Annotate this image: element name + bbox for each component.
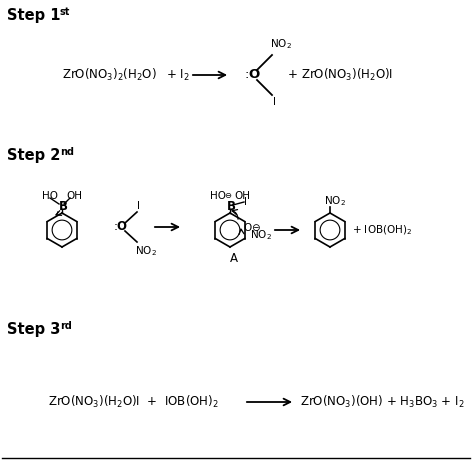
Text: + IOB(OH)$_2$: + IOB(OH)$_2$ — [352, 223, 412, 237]
Text: OH: OH — [66, 191, 82, 201]
Text: + I$_2$: + I$_2$ — [166, 68, 190, 83]
Text: $\ominus$: $\ominus$ — [224, 190, 232, 199]
Text: ZrO(NO$_3$)(H$_2$O)I  +  IOB(OH)$_2$: ZrO(NO$_3$)(H$_2$O)I + IOB(OH)$_2$ — [48, 394, 219, 410]
Text: ZrO(NO$_3$)(OH) + H$_3$BO$_3$ + I$_2$: ZrO(NO$_3$)(OH) + H$_3$BO$_3$ + I$_2$ — [300, 394, 465, 410]
Text: B: B — [59, 201, 68, 213]
Text: I: I — [137, 201, 140, 211]
Text: HO: HO — [210, 191, 226, 201]
Text: Step 3: Step 3 — [7, 322, 60, 337]
Text: $\colon$O: $\colon$O — [113, 220, 128, 234]
Text: I: I — [244, 197, 247, 207]
Text: st: st — [60, 7, 70, 17]
Text: OH: OH — [234, 191, 250, 201]
Text: I: I — [273, 97, 276, 107]
Text: +: + — [288, 69, 298, 81]
Text: NO$_2$: NO$_2$ — [324, 194, 346, 208]
Text: NO$_2$: NO$_2$ — [250, 228, 272, 242]
Text: B: B — [227, 201, 236, 213]
Text: NO$_2$: NO$_2$ — [135, 244, 157, 258]
Text: O$\ominus$: O$\ominus$ — [243, 221, 261, 233]
Text: ZrO(NO$_3$)(H$_2$O)I: ZrO(NO$_3$)(H$_2$O)I — [301, 67, 393, 83]
Text: ZrO(NO$_3$)$_2$(H$_2$O): ZrO(NO$_3$)$_2$(H$_2$O) — [62, 67, 157, 83]
Text: rd: rd — [60, 321, 72, 331]
Text: Step 1: Step 1 — [7, 8, 61, 23]
Text: A: A — [230, 251, 238, 265]
Text: $\colon$O: $\colon$O — [244, 69, 261, 81]
Text: nd: nd — [60, 147, 74, 157]
Text: Step 2: Step 2 — [7, 148, 60, 163]
Text: HO: HO — [42, 191, 58, 201]
Text: NO$_2$: NO$_2$ — [270, 37, 292, 51]
